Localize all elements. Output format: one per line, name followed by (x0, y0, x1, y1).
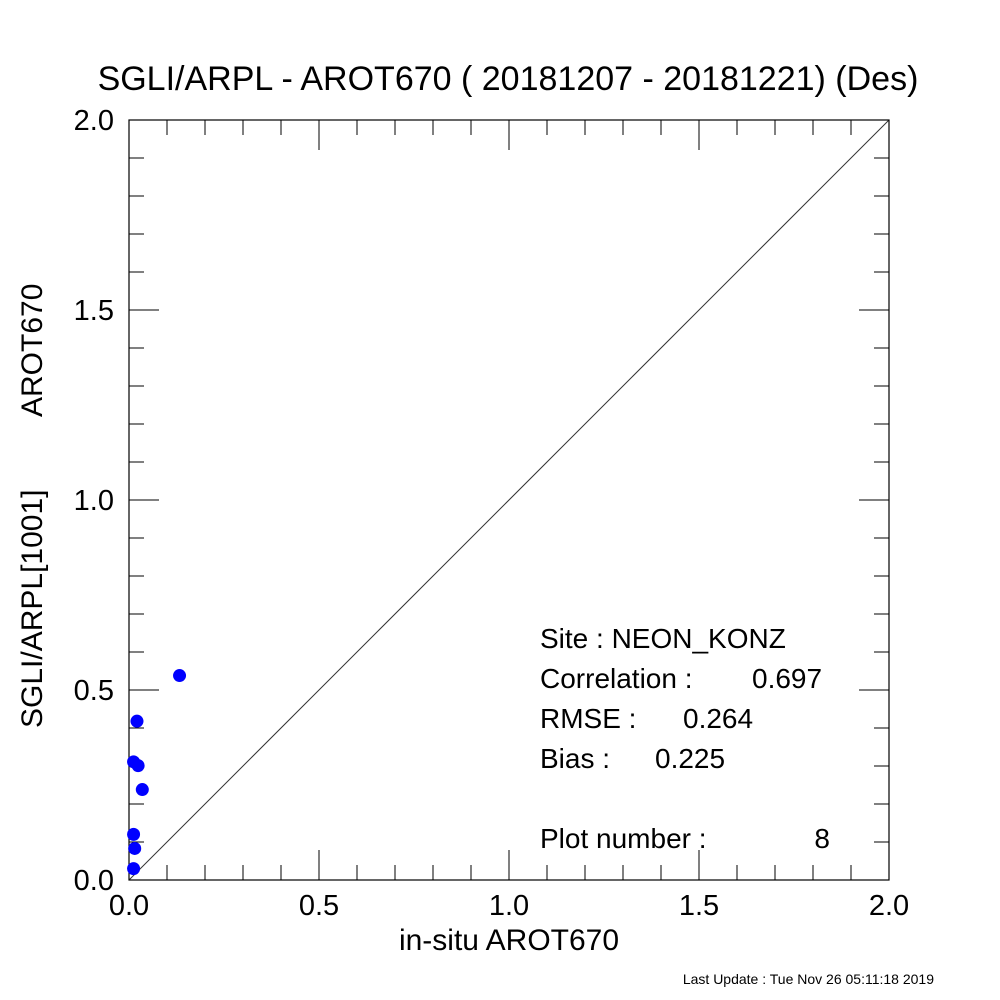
one-to-one-line (128, 119, 890, 881)
stat-site: Site : NEON_KONZ (540, 623, 786, 654)
data-point (127, 827, 141, 841)
y-tick-label: 1.0 (74, 485, 114, 517)
stat-correlation-value: 0.697 (752, 663, 822, 694)
x-tick-label: 2.0 (869, 890, 909, 922)
x-tick-label: 0.0 (109, 890, 149, 922)
axis-ticks (128, 119, 890, 881)
data-points (127, 669, 187, 876)
y-tick-label: 2.0 (74, 105, 114, 137)
stat-plot-number-value: 8 (814, 823, 830, 854)
x-axis-label: in-situ AROT670 (399, 924, 619, 957)
data-point (128, 841, 142, 855)
data-point (131, 759, 145, 773)
stat-bias-value: 0.225 (655, 743, 725, 774)
stat-rmse-label: RMSE : (540, 703, 636, 734)
data-point (135, 783, 149, 797)
stat-rmse-value: 0.264 (683, 703, 753, 734)
x-tick-label: 0.5 (299, 890, 339, 922)
last-update-text: Last Update : Tue Nov 26 05:11:18 2019 (683, 971, 934, 987)
data-point (130, 714, 144, 728)
y-tick-label: 0.5 (74, 675, 114, 707)
chart-title: SGLI/ARPL - AROT670 ( 20181207 - 2018122… (98, 60, 919, 98)
stats-box: Site : NEON_KONZ Correlation : 0.697 RMS… (540, 623, 830, 854)
x-tick-label: 1.5 (679, 890, 719, 922)
tick-labels: 0.0 0.5 1.0 1.5 2.0 0.0 0.5 1.0 1.5 2.0 (74, 105, 909, 922)
y-tick-label: 0.0 (74, 865, 114, 897)
y-axis-label-right: AROT670 (16, 284, 49, 417)
y-axis-label-left: SGLI/ARPL[1001] (16, 490, 49, 728)
x-tick-label: 1.0 (489, 890, 529, 922)
stat-plot-number-label: Plot number : (540, 823, 707, 854)
stat-correlation-label: Correlation : (540, 663, 693, 694)
data-point (127, 862, 141, 876)
y-tick-label: 1.5 (74, 295, 114, 327)
data-point (173, 669, 187, 683)
stat-bias-label: Bias : (540, 743, 610, 774)
